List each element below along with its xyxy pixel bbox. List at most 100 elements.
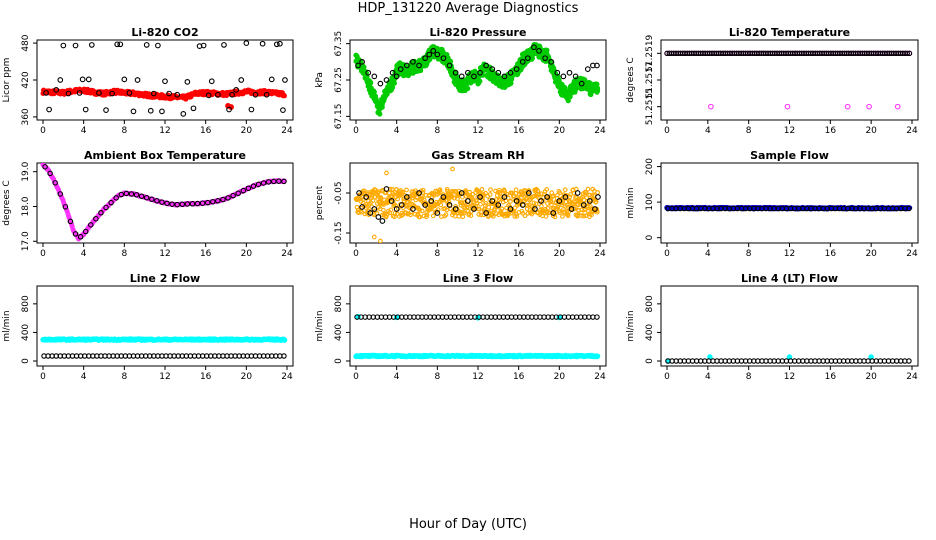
y-tick-label: 800: [21, 295, 31, 312]
average-point: [103, 107, 109, 114]
raw-point: [479, 187, 485, 192]
raw-point: [894, 103, 901, 110]
panel-8: Line 4 (LT) Flow ml/min 0 4 8 12 16 20 24 0 400 800: [626, 272, 919, 382]
average-point: [255, 181, 262, 188]
average-point: [149, 196, 155, 203]
y-tick-label: 400: [21, 324, 31, 341]
average-point: [273, 41, 280, 48]
average-point: [43, 90, 49, 96]
average-point: [383, 77, 390, 83]
average-point: [225, 195, 231, 201]
average-point: [398, 202, 405, 208]
average-point: [82, 228, 89, 235]
raw-point: [368, 79, 374, 86]
y-axis-label: percent: [315, 185, 325, 220]
raw-point: [524, 195, 529, 201]
y-axis-label: ml/min: [626, 310, 636, 341]
average-point: [595, 194, 601, 200]
panel-5: Sample Flow ml/min 0 4 8 12 16 20 24 0 100 200: [626, 149, 919, 259]
average-point: [130, 108, 137, 115]
average-point: [233, 86, 240, 93]
average-point: [215, 198, 221, 204]
average-point: [375, 214, 382, 220]
average-point: [243, 40, 250, 46]
raw-point: [397, 214, 402, 219]
y-tick-label: 19.0: [21, 161, 31, 181]
y-tick-label: 67.25: [334, 67, 344, 93]
average-point: [483, 62, 489, 69]
average-point: [568, 206, 575, 212]
average-point: [365, 69, 372, 76]
average-point: [548, 58, 555, 65]
average-point: [281, 178, 287, 185]
y-tick-label: 480: [21, 34, 31, 51]
raw-point: [594, 353, 601, 359]
average-point: [117, 41, 124, 48]
raw-point: [437, 187, 443, 193]
marks: [40, 40, 288, 117]
average-point: [113, 195, 119, 201]
x-tick-label: 4: [81, 249, 87, 259]
raw-point: [377, 111, 383, 117]
x-tick-label: 8: [746, 249, 752, 259]
average-point: [174, 201, 180, 208]
raw-point: [437, 189, 443, 195]
average-point: [260, 180, 267, 186]
raw-point: [513, 187, 519, 193]
raw-point: [486, 204, 492, 210]
average-point: [220, 196, 226, 203]
average-point: [513, 66, 520, 72]
raw-point: [557, 190, 563, 196]
average-point: [507, 206, 514, 212]
plot-frame: [660, 285, 919, 367]
average-point: [174, 91, 181, 98]
marks: [40, 336, 288, 359]
panel-title: Gas Stream RH: [431, 149, 524, 162]
average-point: [458, 190, 465, 196]
raw-point: [419, 208, 425, 214]
x-tick-label: 8: [121, 249, 127, 259]
average-point: [906, 205, 912, 212]
average-point: [221, 42, 227, 48]
raw-point: [438, 202, 444, 208]
average-point: [65, 90, 72, 97]
y-axis-label: ml/min: [2, 310, 12, 341]
average-point: [513, 198, 520, 204]
x-tick-label: 20: [865, 126, 877, 136]
x-tick-label: 4: [394, 249, 400, 259]
raw-point: [400, 189, 405, 195]
panel-3: Ambient Box Temperature degrees C 0 4 8 12 16 2…: [2, 149, 294, 259]
raw-point: [376, 189, 382, 195]
average-point: [57, 77, 64, 83]
raw-point: [425, 201, 431, 207]
raw-point: [584, 195, 589, 201]
x-tick-label: 24: [906, 126, 918, 136]
raw-point: [571, 190, 577, 196]
x-tick-label: 12: [472, 372, 483, 382]
average-point: [42, 164, 48, 170]
average-point: [240, 187, 247, 194]
y-tick-label: 400: [645, 324, 655, 341]
average-point: [536, 48, 542, 54]
average-point: [280, 107, 286, 114]
average-point: [252, 91, 259, 98]
average-point: [544, 194, 550, 200]
x-tick-label: 0: [40, 249, 46, 259]
y-tick-label: 17.0: [21, 231, 31, 251]
average-point: [440, 194, 447, 200]
raw-point: [585, 186, 591, 192]
panel-4: Gas Stream RH percent 0 4 8 12 16 20 24 -0.15 -0.0…: [315, 149, 607, 259]
raw-point: [445, 188, 450, 194]
average-point: [162, 78, 168, 85]
average-point: [164, 200, 170, 207]
average-point: [501, 194, 508, 200]
y-tick-label: 18.0: [21, 196, 31, 216]
x-tick-label: 24: [281, 249, 293, 259]
average-point: [584, 66, 591, 72]
raw-point: [593, 199, 599, 205]
x-tick-label: 24: [594, 126, 606, 136]
raw-point: [460, 194, 465, 200]
x-tick-label: 20: [554, 249, 566, 259]
average-point: [538, 198, 544, 204]
y-axis-label: ml/min: [626, 187, 636, 218]
